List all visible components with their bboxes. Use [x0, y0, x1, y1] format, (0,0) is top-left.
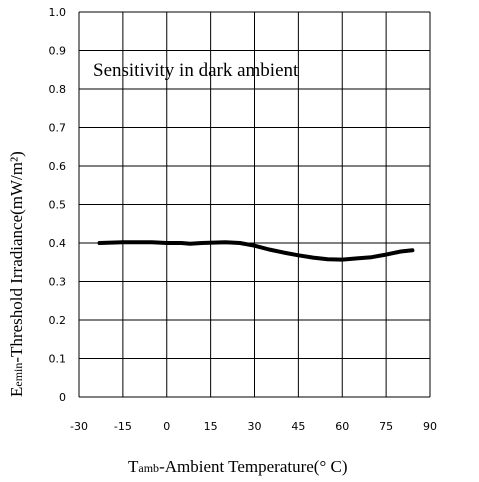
y-tick-label: 0.3 — [49, 276, 67, 289]
y-tick-labels: 0 0.1 0.2 0.3 0.4 0.5 0.6 0.7 0.8 0.9 1.0 — [49, 6, 67, 404]
y-tick-label: 0.4 — [49, 237, 67, 250]
x-tick-label: 60 — [335, 420, 349, 433]
x-axis-label-rest: -Ambient Temperature(° C) — [159, 457, 347, 476]
y-tick-label: 0.6 — [49, 160, 67, 173]
x-tick-label: 45 — [291, 420, 305, 433]
y-tick-label: 1.0 — [49, 6, 67, 19]
grid — [78, 11, 431, 398]
y-tick-label: 0.9 — [49, 45, 67, 58]
y-axis-label: Eemin-Threshold Irradiance(mW/m²) — [7, 151, 26, 397]
x-axis-label-main: T — [128, 457, 139, 476]
y-tick-label: 0.7 — [49, 122, 67, 135]
x-tick-label: 30 — [248, 420, 262, 433]
y-axis-label-rest: -Threshold Irradiance(mW/m²) — [7, 151, 26, 362]
x-tick-label: 0 — [163, 420, 170, 433]
x-tick-label: 75 — [379, 420, 393, 433]
y-tick-label: 0.8 — [49, 83, 67, 96]
x-tick-label: 90 — [423, 420, 437, 433]
y-tick-label: 0 — [59, 391, 66, 404]
x-tick-label: -30 — [70, 420, 88, 433]
series-group — [97, 240, 415, 262]
x-tick-label: -15 — [114, 420, 132, 433]
x-axis-label: Tamb-Ambient Temperature(° C) — [128, 457, 348, 476]
y-tick-label: 0.2 — [49, 314, 67, 327]
x-tick-labels: -30 -15 0 15 30 45 60 75 90 — [70, 420, 437, 433]
y-tick-label: 0.1 — [49, 353, 67, 366]
y-axis-label-sub: emin — [11, 363, 25, 387]
x-tick-label: 15 — [204, 420, 218, 433]
x-axis-label-sub: amb — [138, 461, 159, 475]
series-line — [97, 240, 415, 262]
y-tick-label: 0.5 — [49, 199, 67, 212]
y-axis-label-main: E — [7, 387, 26, 397]
chart-annotation: Sensitivity in dark ambient — [93, 60, 299, 81]
